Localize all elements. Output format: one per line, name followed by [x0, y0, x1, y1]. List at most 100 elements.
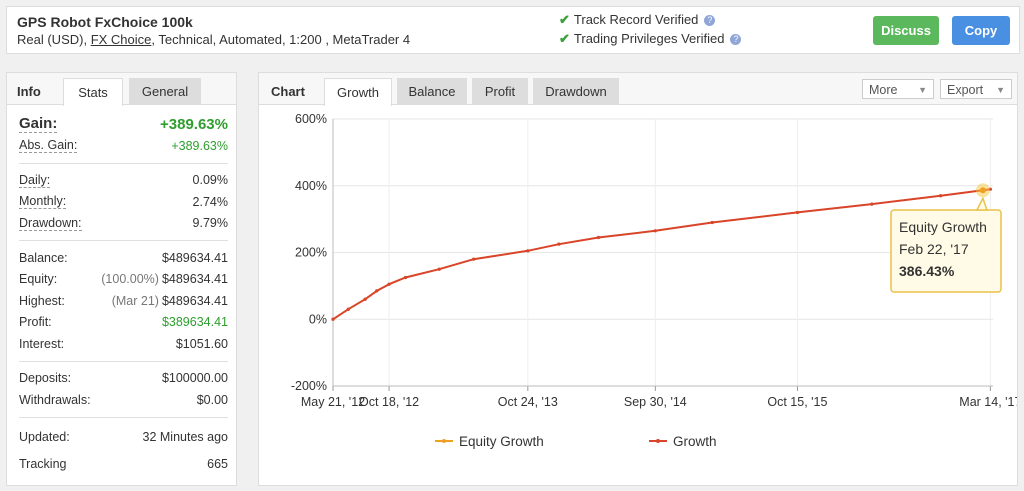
- legend-label: Equity Growth: [459, 434, 544, 449]
- y-tick-label: -200%: [291, 379, 327, 393]
- tab-balance[interactable]: Balance: [397, 78, 467, 105]
- growth-point: [472, 257, 476, 261]
- monthly-value: 2.74%: [192, 194, 228, 209]
- tab-profit[interactable]: Profit: [472, 78, 528, 105]
- growth-point: [557, 242, 561, 246]
- x-tick-label: May 21, '12: [301, 395, 365, 409]
- stats-list: Gain: +389.63% Abs. Gain: +389.63% Daily: 0…: [19, 113, 228, 478]
- check-icon: ✔: [559, 12, 570, 27]
- drawdown-value: 9.79%: [192, 216, 228, 231]
- info-panel: Info Stats General Gain: +389.63% Abs. Ga…: [6, 72, 237, 486]
- account-meta: Real (USD), FX Choice, Technical, Automa…: [17, 32, 410, 47]
- growth-point: [596, 235, 601, 240]
- export-dropdown[interactable]: Export ▼: [940, 79, 1012, 99]
- legend-marker: [656, 439, 660, 443]
- gain-label[interactable]: Gain:: [19, 115, 58, 133]
- y-tick-label: 400%: [295, 179, 327, 193]
- tracking-row: Tracking 665: [19, 451, 228, 478]
- growth-point: [331, 317, 335, 321]
- profit-value: $389634.41: [161, 315, 228, 330]
- withdrawals-value: $0.00: [196, 392, 228, 407]
- growth-point: [403, 275, 408, 280]
- chart-tabs: Chart Growth Balance Profit Drawdown Mor…: [259, 73, 1017, 106]
- monthly-label[interactable]: Monthly:: [19, 194, 67, 210]
- growth-point: [795, 210, 800, 215]
- profit-label: Profit:: [19, 315, 52, 330]
- tooltip-box: [890, 209, 1002, 293]
- tab-stats[interactable]: Stats: [63, 78, 123, 106]
- account-meta-prefix: Real (USD),: [17, 32, 91, 47]
- updated-label: Updated:: [19, 430, 70, 444]
- abs-gain-label[interactable]: Abs. Gain:: [19, 138, 78, 154]
- balance-value: $489634.41: [161, 250, 228, 265]
- tracking-label: Tracking: [19, 457, 67, 471]
- gain-row: Gain: +389.63%: [19, 113, 228, 135]
- broker-link[interactable]: FX Choice: [90, 32, 152, 47]
- account-meta-suffix: , Technical, Automated, 1:200 , MetaTrad…: [151, 32, 411, 47]
- account-header: GPS Robot FxChoice 100k Real (USD), FX C…: [6, 6, 1020, 54]
- check-icon: ✔: [559, 31, 570, 46]
- track-record-verified: ✔ Track Record Verified?: [559, 12, 716, 28]
- deposits-row: Deposits: $100000.00: [19, 368, 228, 390]
- chart-title: Chart: [271, 84, 305, 99]
- tooltip-date: Feb 22, '17: [899, 241, 969, 257]
- chevron-down-icon: ▼: [996, 85, 1005, 95]
- tab-drawdown[interactable]: Drawdown: [533, 78, 619, 105]
- interest-row: Interest: $1051.60: [19, 333, 228, 355]
- y-tick-label: 600%: [295, 112, 327, 126]
- legend-marker: [442, 439, 446, 443]
- tooltip-marker: [979, 187, 986, 194]
- question-icon[interactable]: ?: [730, 34, 742, 45]
- growth-point: [375, 289, 379, 293]
- equity-value: $489634.41: [161, 272, 228, 287]
- x-tick-label: Sep 30, '14: [624, 395, 687, 409]
- growth-point: [939, 194, 943, 198]
- divider: [19, 240, 228, 241]
- equity-percent: (100.00%): [101, 272, 159, 287]
- trading-privileges-label: Trading Privileges Verified: [573, 31, 725, 46]
- daily-label[interactable]: Daily:: [19, 172, 51, 188]
- copy-button[interactable]: Copy: [952, 16, 1010, 45]
- growth-point: [526, 249, 530, 253]
- x-tick-label: Mar 14, '17: [959, 395, 1017, 409]
- interest-label: Interest:: [19, 336, 65, 351]
- withdrawals-label: Withdrawals:: [19, 392, 91, 407]
- deposits-label: Deposits:: [19, 371, 72, 386]
- interest-value: $1051.60: [175, 336, 228, 351]
- y-tick-label: 0%: [309, 312, 327, 326]
- more-label: More: [869, 83, 898, 97]
- x-tick-label: Oct 15, '15: [767, 395, 827, 409]
- growth-point: [363, 297, 367, 301]
- daily-value: 0.09%: [192, 173, 228, 188]
- tab-general[interactable]: General: [129, 78, 201, 105]
- tab-growth[interactable]: Growth: [324, 78, 392, 106]
- y-tick-label: 200%: [295, 246, 327, 260]
- divider: [19, 162, 228, 164]
- tooltip-pointer: [975, 196, 988, 211]
- divider: [19, 416, 228, 418]
- drawdown-label[interactable]: Drawdown:: [19, 215, 82, 231]
- chart-panel: Chart Growth Balance Profit Drawdown Mor…: [258, 72, 1018, 486]
- info-tabs: Info Stats General: [7, 73, 236, 106]
- highest-row: Highest: (Mar 21) $489634.41: [19, 290, 228, 312]
- highest-date: (Mar 21): [111, 293, 159, 308]
- highest-label: Highest:: [19, 293, 65, 308]
- legend-label: Growth: [673, 434, 717, 449]
- discuss-button[interactable]: Discuss: [873, 16, 939, 45]
- tab-info[interactable]: Info: [17, 84, 41, 99]
- withdrawals-row: Withdrawals: $0.00: [19, 389, 228, 411]
- growth-point: [870, 202, 874, 206]
- balance-row: Balance: $489634.41: [19, 247, 228, 269]
- track-record-label: Track Record Verified: [573, 12, 699, 27]
- account-name: GPS Robot FxChoice 100k: [17, 14, 193, 30]
- growth-point: [653, 229, 657, 233]
- more-dropdown[interactable]: More ▼: [862, 79, 934, 99]
- question-icon[interactable]: ?: [704, 15, 716, 26]
- trading-privileges-verified: ✔ Trading Privileges Verified?: [559, 31, 742, 47]
- drawdown-row: Drawdown: 9.79%: [19, 213, 228, 235]
- growth-point: [437, 267, 441, 271]
- equity-growth-line: [332, 189, 983, 320]
- profit-row: Profit: $389634.41: [19, 312, 228, 334]
- export-label: Export: [947, 83, 984, 97]
